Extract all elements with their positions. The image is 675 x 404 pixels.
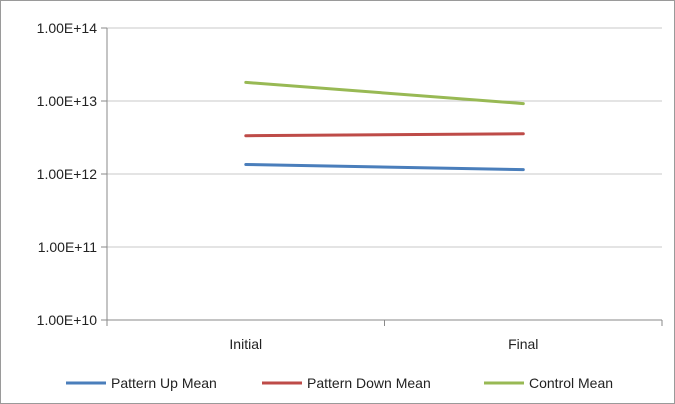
- series-lines: [244, 80, 525, 172]
- legend-label: Pattern Up Mean: [111, 375, 217, 391]
- series-line-2: [244, 80, 525, 106]
- gridlines: [107, 27, 662, 248]
- legend: Pattern Up Mean Pattern Down Mean Control …: [66, 375, 613, 391]
- series-line-1: [244, 132, 525, 138]
- series-line-0: [244, 163, 525, 172]
- x-tick-labels: Initial Final: [106, 320, 663, 352]
- y-tick-label: 1.00E+14: [37, 20, 98, 36]
- legend-label: Pattern Down Mean: [307, 375, 431, 391]
- x-tick-label: Initial: [229, 336, 262, 352]
- legend-label: Control Mean: [529, 375, 613, 391]
- y-tick-label: 1.00E+12: [37, 166, 98, 182]
- y-tick-label: 1.00E+13: [37, 93, 98, 109]
- y-tick-label: 1.00E+11: [38, 239, 98, 255]
- y-tick-label: 1.00E+10: [37, 312, 98, 328]
- y-tick-labels: 1.00E+14 1.00E+13 1.00E+12 1.00E+11 1.00E+10: [37, 20, 107, 328]
- x-tick-label: Final: [508, 336, 538, 352]
